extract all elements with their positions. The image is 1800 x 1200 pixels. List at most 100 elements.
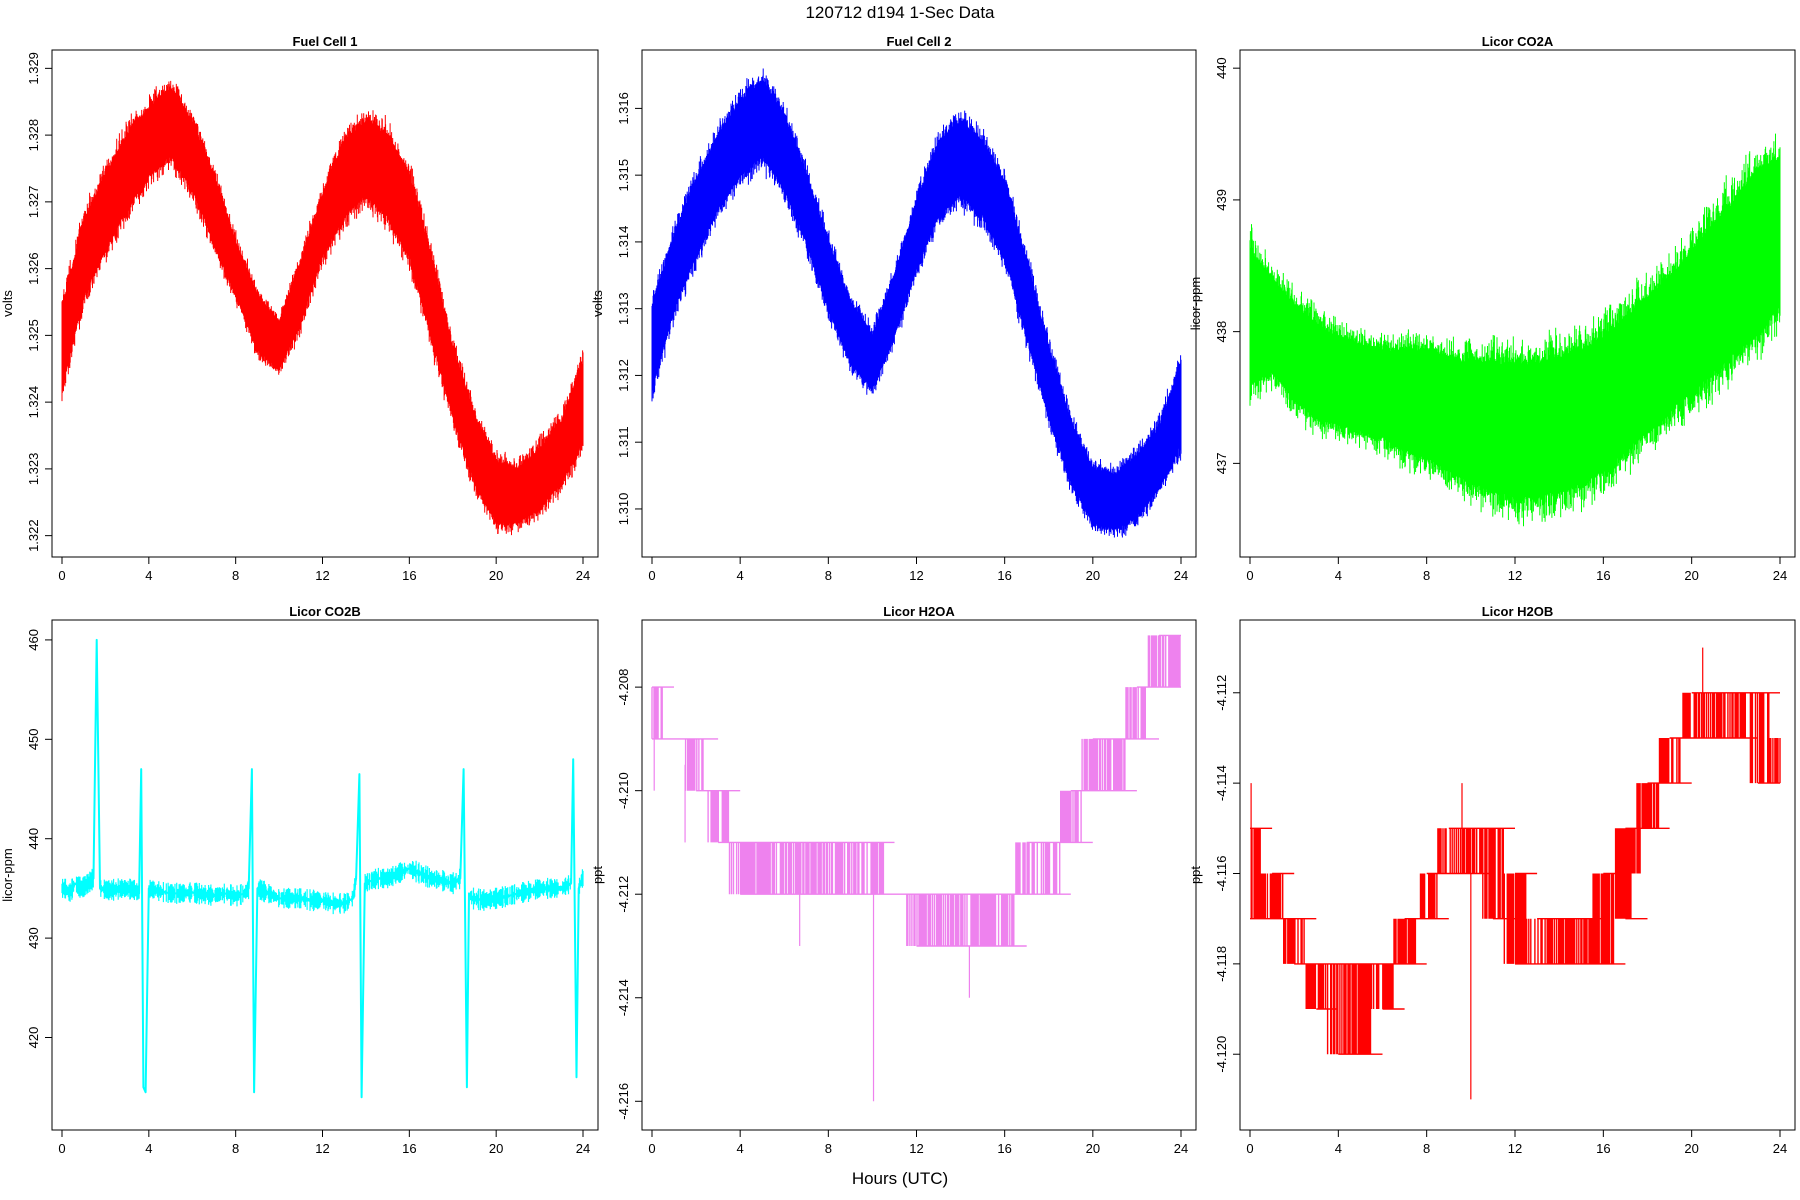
y-axis-label: ppt [590, 866, 605, 884]
x-tick-label: 16 [1596, 568, 1610, 583]
plot-frame [51, 49, 599, 558]
plot-frame [641, 619, 1197, 1131]
panel-licor-h2ob: Licor H2OB ppt 0 4 8 12 16 20 24 -4.120 -4.118 -4… [1188, 604, 1796, 1156]
y-tick-label: 1.313 [616, 292, 631, 325]
x-tick-label: 16 [402, 568, 416, 583]
x-tick-label: 12 [909, 1141, 923, 1156]
x-tick-label: 24 [1174, 1141, 1188, 1156]
y-tick-label: 1.328 [26, 119, 41, 152]
series-marks [1250, 647, 1781, 1100]
y-axis-label: volts [0, 290, 15, 317]
plot-frame [1239, 619, 1796, 1131]
x-tick-label: 16 [1596, 1141, 1610, 1156]
x-tick-label: 4 [145, 568, 152, 583]
x-tick-label: 4 [145, 1141, 152, 1156]
x-tick-label: 24 [1174, 568, 1188, 583]
y-tick-label: -4.212 [616, 876, 631, 913]
panel-title: Fuel Cell 1 [292, 34, 357, 49]
series-core [652, 81, 1181, 529]
series-marks [1249, 133, 1781, 527]
x-tick-label: 16 [997, 1141, 1011, 1156]
panel-licor-h2oa: Licor H2OA ppt 0 4 8 12 16 20 24 -4.216 -4.214 -4… [590, 604, 1197, 1156]
x-tick-label: 24 [1773, 1141, 1787, 1156]
plot-frame [641, 49, 1197, 558]
x-tick-label: 8 [825, 1141, 832, 1156]
x-tick-label: 16 [402, 1141, 416, 1156]
y-axis-label: licor-ppm [0, 848, 15, 901]
y-tick-label: 460 [26, 629, 41, 651]
x-tick-label: 20 [1684, 568, 1698, 583]
panel-fuel-cell-1: Fuel Cell 1 volts 0 4 8 12 16 20 24 1.322 1.323 1… [0, 34, 599, 583]
x-tick-label: 24 [1773, 568, 1787, 583]
y-tick-label: 1.325 [26, 319, 41, 352]
x-tick-label: 0 [58, 568, 65, 583]
y-tick-label: -4.210 [616, 772, 631, 809]
figure-xlabel: Hours (UTC) [852, 1169, 948, 1188]
x-tick-label: 24 [576, 568, 590, 583]
y-tick-label: 440 [1214, 57, 1229, 79]
x-tick-label: 0 [1246, 1141, 1253, 1156]
y-tick-label: 1.311 [616, 426, 631, 458]
series-marks [61, 638, 584, 1099]
x-tick-label: 12 [1508, 568, 1522, 583]
x-tick-label: 20 [1086, 568, 1100, 583]
panel-title: Licor H2OA [883, 604, 955, 619]
y-tick-label: 1.316 [616, 92, 631, 125]
y-tick-label: 1.310 [616, 493, 631, 526]
series-core [1250, 160, 1780, 497]
y-tick-label: 1.315 [616, 159, 631, 192]
y-tick-label: 1.326 [26, 252, 41, 285]
y-tick-label: -4.216 [616, 1083, 631, 1120]
x-tick-label: 8 [1423, 568, 1430, 583]
y-axis-label: licor-ppm [1188, 277, 1203, 330]
y-tick-label: 420 [26, 1027, 41, 1049]
x-tick-label: 12 [909, 568, 923, 583]
x-tick-label: 8 [232, 568, 239, 583]
panel-title: Licor H2OB [1482, 604, 1554, 619]
plot-frame [1239, 49, 1796, 558]
y-tick-label: 1.323 [26, 453, 41, 486]
series-line [62, 638, 583, 1099]
y-tick-label: 437 [1214, 453, 1229, 475]
y-tick-label: 1.322 [26, 519, 41, 552]
y-tick-label: 450 [26, 728, 41, 750]
series-marks [61, 80, 584, 536]
panel-fuel-cell-2: Fuel Cell 2 volts 0 4 8 12 16 20 24 1.310 1.311 1… [590, 34, 1197, 583]
panel-licor-co2a: Licor CO2A licor-ppm 0 4 8 12 16 20 24 437 438 43… [1188, 34, 1796, 583]
y-tick-label: 439 [1214, 189, 1229, 211]
x-tick-label: 8 [1423, 1141, 1430, 1156]
x-tick-label: 16 [997, 568, 1011, 583]
x-tick-label: 4 [737, 568, 744, 583]
y-tick-label: -4.118 [1214, 946, 1229, 982]
panel-licor-co2b: Licor CO2B licor-ppm 0 4 8 12 16 20 24 420 430 44… [0, 604, 599, 1156]
x-tick-label: 8 [232, 1141, 239, 1156]
x-tick-label: 20 [489, 568, 503, 583]
series-levels [652, 634, 1181, 947]
x-tick-label: 24 [576, 1141, 590, 1156]
y-tick-label: 440 [26, 828, 41, 850]
y-tick-label: 430 [26, 927, 41, 949]
panel-title: Fuel Cell 2 [886, 34, 951, 49]
y-axis-label: volts [590, 290, 605, 317]
x-tick-label: 20 [489, 1141, 503, 1156]
panel-title: Licor CO2B [289, 604, 361, 619]
series-marks [651, 634, 1181, 1102]
y-tick-label: 1.312 [616, 359, 631, 392]
x-tick-label: 12 [1508, 1141, 1522, 1156]
x-tick-label: 0 [648, 568, 655, 583]
series-core [62, 88, 583, 523]
y-tick-label: 1.329 [26, 52, 41, 85]
panel-title: Licor CO2A [1482, 34, 1554, 49]
y-tick-label: -4.120 [1214, 1036, 1229, 1073]
x-tick-label: 20 [1086, 1141, 1100, 1156]
series-marks [651, 68, 1182, 538]
y-tick-label: -4.114 [1214, 765, 1229, 801]
series-levels [1250, 692, 1780, 1055]
figure-title: 120712 d194 1-Sec Data [805, 3, 995, 22]
plot-frame [51, 619, 599, 1131]
y-tick-label: -4.116 [1214, 856, 1229, 892]
y-tick-label: 438 [1214, 321, 1229, 343]
x-tick-label: 4 [1335, 1141, 1342, 1156]
x-tick-label: 0 [58, 1141, 65, 1156]
